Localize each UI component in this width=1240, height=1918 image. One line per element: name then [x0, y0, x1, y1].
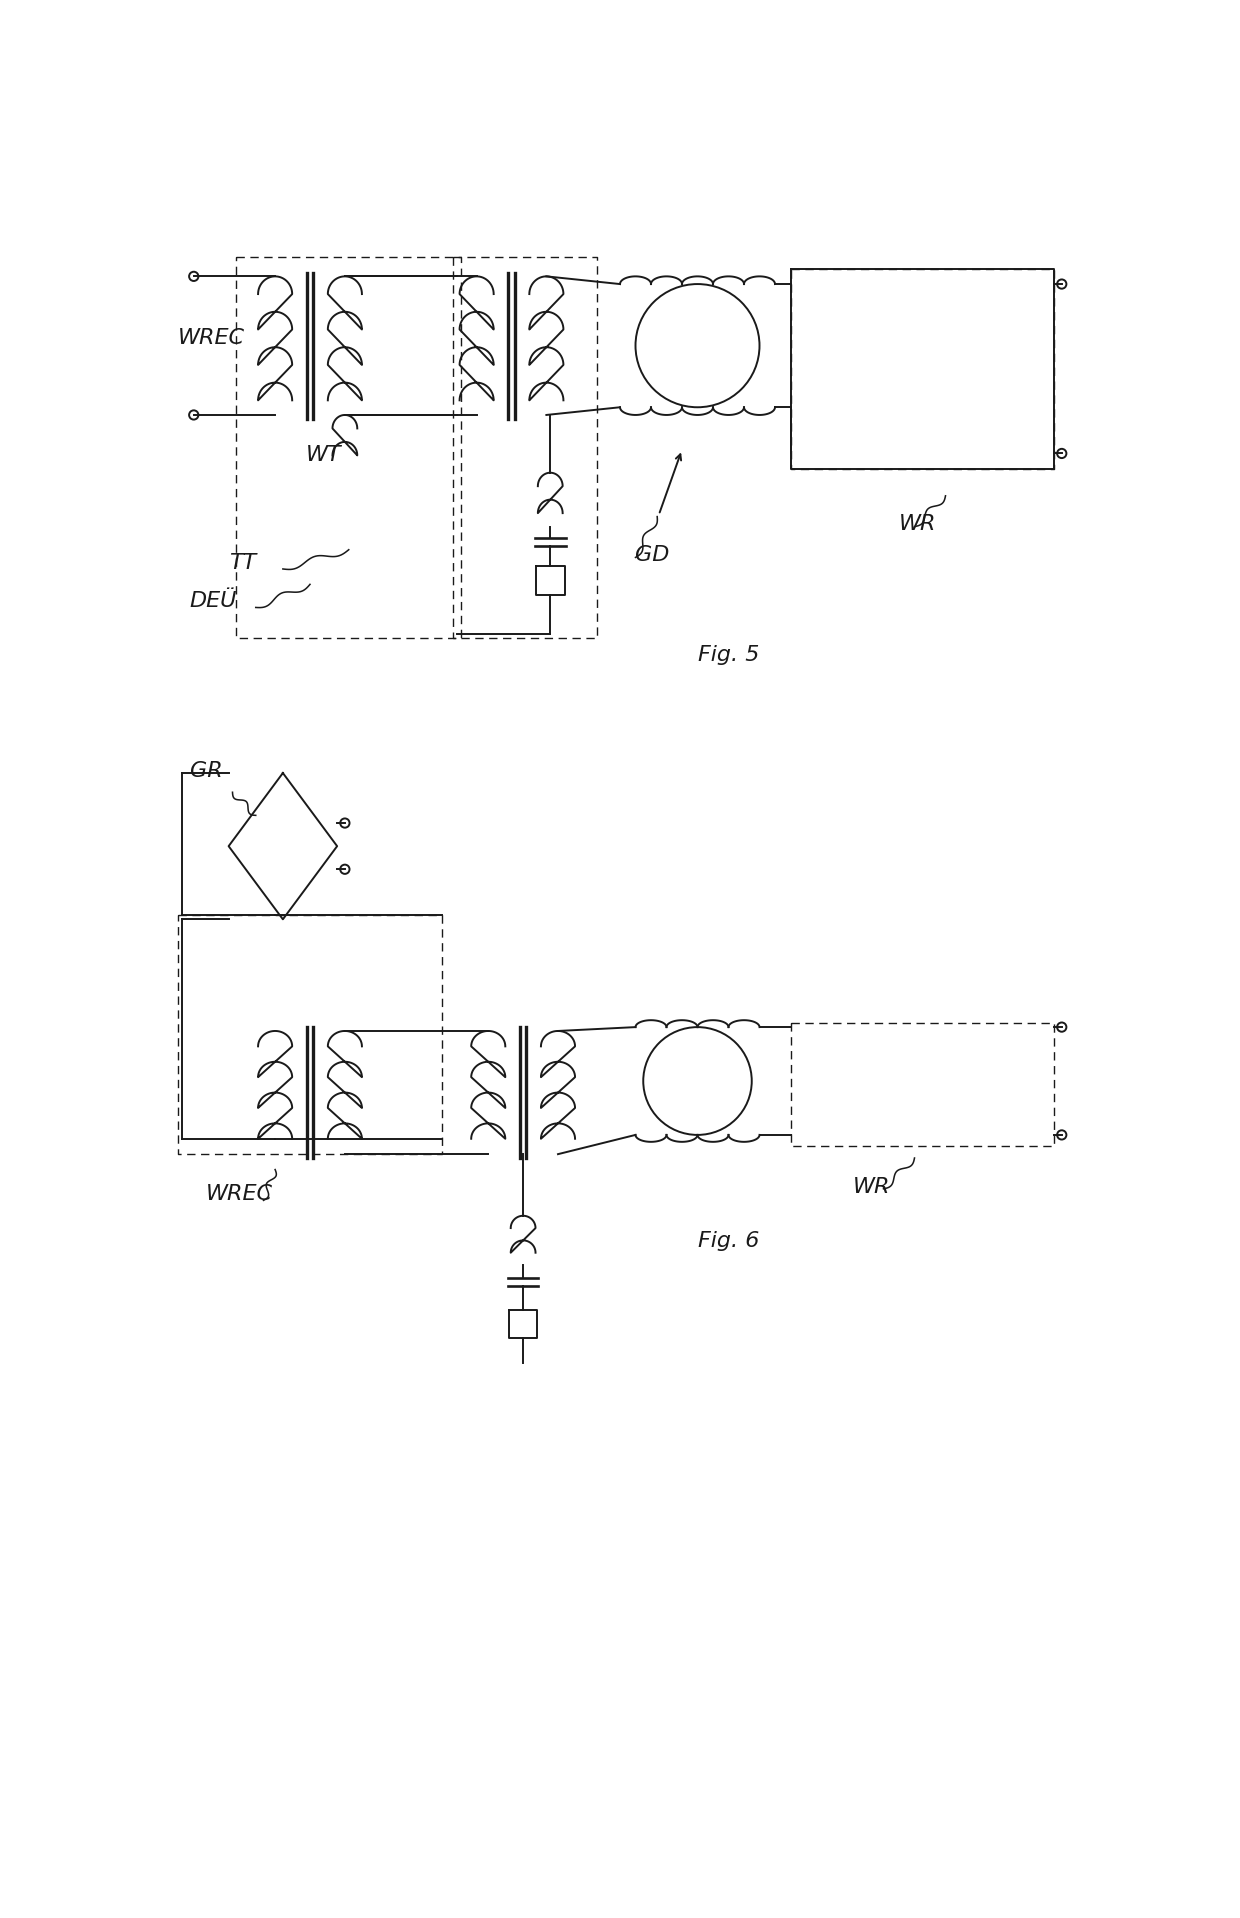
Text: DEÜ: DEÜ — [190, 591, 237, 612]
Text: WREC: WREC — [179, 328, 246, 349]
Text: Fig. 6: Fig. 6 — [697, 1231, 759, 1251]
Text: WREC: WREC — [206, 1183, 273, 1205]
Text: WT: WT — [306, 445, 342, 466]
Text: GD: GD — [635, 545, 670, 566]
Text: Fig. 5: Fig. 5 — [697, 644, 759, 666]
Text: WR: WR — [853, 1176, 890, 1197]
Text: GR: GR — [190, 761, 223, 781]
Text: TT: TT — [228, 552, 255, 573]
Text: WR: WR — [899, 514, 936, 535]
